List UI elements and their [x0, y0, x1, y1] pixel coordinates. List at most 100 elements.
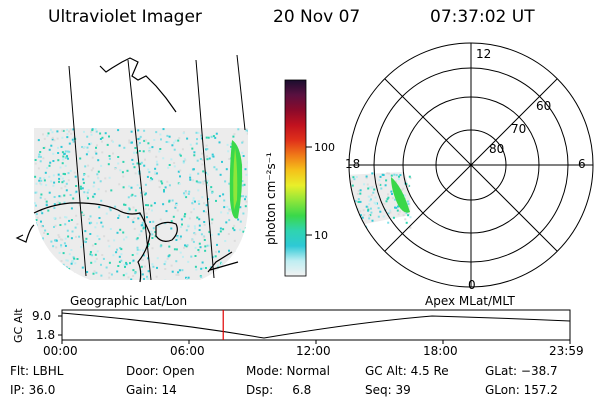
speckle-pixel — [66, 150, 69, 153]
speckle-pixel — [155, 160, 158, 163]
speckle-pixel — [96, 250, 99, 253]
speckle-pixel — [198, 242, 201, 245]
speckle-pixel — [124, 203, 127, 206]
speckle-pixel — [151, 209, 153, 212]
speckle-pixel — [145, 216, 148, 219]
speckle-pixel — [183, 194, 186, 197]
speckle-pixel — [123, 263, 126, 266]
speckle-pixel — [71, 138, 74, 141]
speckle-pixel — [199, 246, 202, 249]
speckle-pixel — [206, 158, 209, 161]
speckle-pixel — [72, 256, 75, 259]
geo-longitude-value: GLon: 157.2 — [485, 383, 558, 397]
speckle-pixel — [117, 217, 120, 219]
speckle-pixel — [58, 251, 61, 254]
speckle-pixel — [37, 247, 40, 250]
polar-plot: 12 18 6 0 60 70 80 — [345, 42, 594, 292]
speckle-pixel — [72, 128, 75, 131]
speckle-pixel — [404, 194, 406, 197]
speckle-pixel — [96, 235, 99, 238]
speckle-pixel — [400, 189, 403, 192]
speckle-pixel — [242, 272, 245, 275]
speckle-pixel — [39, 177, 42, 180]
speckle-pixel — [140, 195, 143, 198]
speckle-pixel — [134, 195, 137, 197]
colorbar-label-10: 10 — [314, 229, 328, 242]
speckle-pixel — [205, 267, 207, 269]
speckle-pixel — [373, 188, 376, 191]
speckle-pixel — [191, 147, 194, 150]
speckle-pixel — [59, 195, 62, 198]
speckle-pixel — [210, 135, 213, 138]
speckle-pixel — [101, 136, 104, 139]
speckle-pixel — [55, 246, 58, 249]
speckle-pixel — [57, 152, 60, 154]
speckle-pixel — [144, 139, 147, 142]
speckle-pixel — [369, 214, 372, 217]
speckle-pixel — [117, 129, 120, 132]
speckle-pixel — [176, 235, 179, 238]
speckle-pixel — [357, 198, 360, 201]
speckle-pixel — [241, 263, 244, 266]
speckle-pixel — [92, 185, 95, 188]
speckle-pixel — [44, 229, 47, 232]
speckle-pixel — [196, 216, 199, 219]
speckle-pixel — [218, 195, 221, 198]
speckle-pixel — [131, 158, 134, 161]
speckle-pixel — [397, 205, 399, 208]
speckle-pixel — [87, 164, 90, 167]
speckle-pixel — [359, 200, 362, 203]
speckle-pixel — [392, 216, 395, 219]
speckle-pixel — [385, 200, 388, 203]
speckle-pixel — [61, 181, 64, 184]
speckle-pixel — [113, 239, 116, 242]
speckle-pixel — [195, 180, 198, 183]
speckle-pixel — [108, 135, 110, 138]
speckle-pixel — [97, 188, 100, 191]
speckle-pixel — [114, 205, 117, 208]
speckle-pixel — [34, 162, 37, 165]
speckle-pixel — [173, 148, 176, 151]
meridian-2 — [127, 59, 152, 281]
speckle-pixel — [183, 192, 185, 195]
speckle-pixel — [387, 196, 390, 199]
speckle-pixel — [346, 173, 348, 175]
speckle-pixel — [165, 141, 168, 143]
speckle-pixel — [182, 160, 185, 163]
colorbar-body — [284, 79, 307, 277]
ip-value: IP: 36.0 — [10, 383, 56, 397]
door-value: Door: Open — [126, 364, 195, 378]
speckle-pixel — [40, 225, 43, 228]
speckle-pixel — [81, 146, 84, 148]
speckle-pixel — [165, 210, 168, 213]
speckle-pixel — [162, 128, 165, 131]
speckle-pixel — [70, 132, 73, 135]
speckle-pixel — [192, 197, 195, 200]
speckle-pixel — [179, 237, 182, 240]
speckle-pixel — [144, 158, 146, 161]
speckle-pixel — [174, 206, 177, 209]
speckle-pixel — [60, 145, 63, 148]
speckle-pixel — [136, 246, 139, 249]
speckle-pixel — [73, 272, 75, 275]
coastline-north — [99, 57, 177, 113]
speckle-pixel — [365, 177, 368, 180]
speckle-pixel — [90, 133, 93, 136]
speckle-pixel — [61, 136, 64, 139]
speckle-pixel — [143, 278, 145, 280]
speckle-pixel — [63, 152, 66, 155]
speckle-pixel — [377, 215, 380, 218]
speckle-pixel — [241, 184, 244, 187]
speckle-pixel — [208, 231, 211, 233]
speckle-pixel — [198, 229, 201, 231]
speckle-pixel — [213, 255, 216, 258]
speckle-pixel — [179, 235, 182, 238]
meridian-4 — [236, 54, 246, 131]
speckle-pixel — [200, 134, 203, 137]
speckle-pixel — [134, 272, 137, 275]
speckle-pixel — [379, 175, 382, 178]
speckle-pixel — [72, 140, 75, 143]
speckle-pixel — [65, 259, 68, 262]
speckle-pixel — [247, 161, 248, 164]
speckle-pixel — [43, 179, 46, 182]
